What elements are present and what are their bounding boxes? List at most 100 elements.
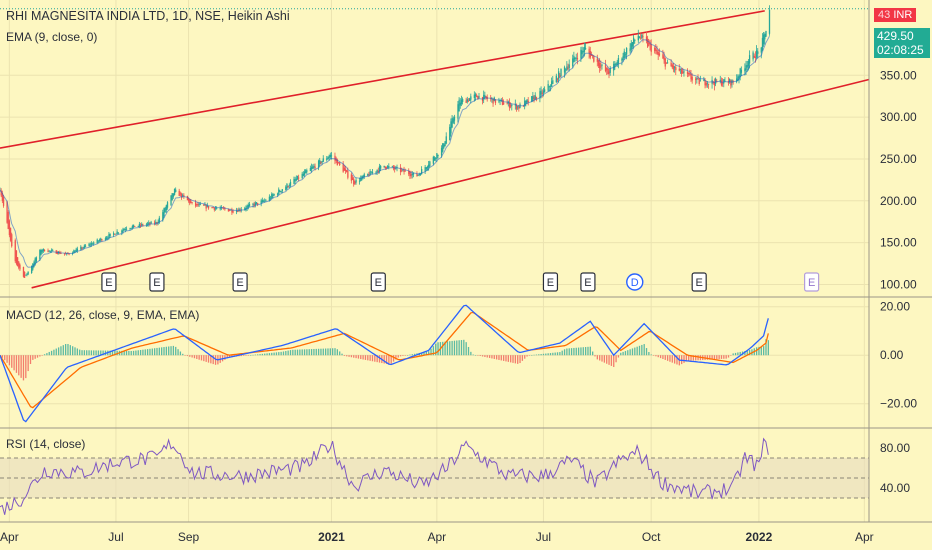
candle-body <box>761 37 764 51</box>
macd-histogram-bar <box>317 348 320 356</box>
macd-histogram-bar <box>435 343 437 356</box>
trendlines[interactable] <box>0 10 870 289</box>
candle-body <box>75 249 77 252</box>
candle-body <box>567 68 569 69</box>
candle-body <box>93 242 95 244</box>
macd-histogram-bar <box>341 353 343 356</box>
candle-body <box>137 225 139 227</box>
candle-body <box>494 99 497 103</box>
candle-body <box>134 225 136 227</box>
macd-histogram-bar <box>376 355 378 363</box>
macd-histogram-bar <box>238 355 240 357</box>
candle-body <box>261 200 264 203</box>
candle-body <box>559 75 561 77</box>
macd-histogram-bar <box>79 349 81 356</box>
candle-body <box>408 171 410 175</box>
macd-histogram-bar <box>1 355 4 358</box>
macd-histogram-bar <box>716 355 718 360</box>
candle-body <box>293 178 295 184</box>
candle-body <box>67 253 69 255</box>
candle-body <box>491 98 493 100</box>
macd-histogram-bar <box>472 354 474 356</box>
macd-histogram-bar <box>526 355 528 357</box>
candle-body <box>458 99 460 112</box>
candle-body <box>339 162 341 165</box>
candle-body <box>485 96 487 98</box>
macd-histogram-bar <box>339 351 341 356</box>
candle-body <box>580 49 582 59</box>
earnings-marker-label: E <box>105 277 112 289</box>
candle-body <box>599 63 601 69</box>
macd-histogram-bar <box>725 355 727 359</box>
ema-indicator-label[interactable]: EMA (9, close, 0) <box>6 30 98 44</box>
candle-body <box>457 104 459 119</box>
candle-body <box>647 38 649 47</box>
candle-body <box>131 226 134 229</box>
candle-body <box>534 95 536 99</box>
macd-histogram-bar <box>207 355 210 363</box>
macd-indicator-label[interactable]: MACD (12, 26, close, 9, EMA, EMA) <box>6 308 200 322</box>
candle-body <box>753 55 755 58</box>
macd-histogram-bar <box>374 355 376 362</box>
candle-body <box>60 253 62 254</box>
macd-histogram-bar <box>285 351 287 356</box>
candle-body <box>83 245 86 248</box>
candle-body <box>369 170 371 176</box>
candle-body <box>641 34 643 38</box>
candle-body <box>350 174 353 181</box>
candle-body <box>738 75 740 79</box>
candle-body <box>312 166 314 169</box>
macd-histogram-bar <box>282 351 285 356</box>
candle-body <box>14 240 16 262</box>
candle-body <box>686 71 689 75</box>
candle-body <box>89 244 91 246</box>
earnings-marker <box>149 272 165 292</box>
macd-histogram-bar <box>566 348 568 356</box>
macd-histogram-bar <box>367 355 369 361</box>
candle-body <box>478 96 480 98</box>
macd-histogram-bar <box>153 348 156 356</box>
macd-histogram-bar <box>502 355 505 361</box>
candle-body <box>139 225 142 226</box>
candle-body <box>409 172 411 176</box>
candle-body <box>755 50 758 58</box>
macd-histogram-bar <box>512 355 514 363</box>
macd-histogram-bar <box>348 355 350 357</box>
macd-histogram-bar <box>484 355 486 357</box>
chart-title[interactable]: RHI MAGNESITA INDIA LTD, 1D, NSE, Heikin… <box>6 9 290 23</box>
candle-body <box>2 196 5 206</box>
macd-histogram-bar <box>524 355 526 359</box>
candle-body <box>286 183 288 189</box>
candle-body <box>11 234 13 247</box>
macd-histogram-bar <box>327 348 329 356</box>
macd-histogram-bar <box>521 355 524 361</box>
macd-histogram-bar <box>22 355 25 381</box>
candle-body <box>470 96 472 100</box>
macd-histogram-bar <box>296 349 299 356</box>
candle-body <box>412 172 415 175</box>
rsi-indicator-label[interactable]: RSI (14, close) <box>6 437 86 451</box>
candle-body <box>170 195 172 205</box>
candle-body <box>52 250 54 252</box>
candle-body <box>113 233 115 235</box>
candle-body <box>296 175 299 180</box>
currency-badge[interactable]: 43 INR <box>874 8 917 22</box>
macd-histogram-bar <box>666 355 669 361</box>
candle-body <box>302 173 305 176</box>
candle-body <box>285 186 287 191</box>
macd-histogram-bar <box>189 355 191 357</box>
macd-histogram-bar <box>289 350 292 356</box>
macd-histogram-bar <box>517 355 519 364</box>
candle-body <box>321 160 323 163</box>
candle-body <box>451 118 453 128</box>
candle-body <box>645 36 648 41</box>
candle-body <box>739 68 741 78</box>
candle-body <box>145 224 148 226</box>
candle-body <box>663 56 665 61</box>
candle-body <box>138 223 141 227</box>
earnings-marker <box>691 272 707 292</box>
candle-body <box>411 174 413 176</box>
macd-histogram-bar <box>606 355 608 364</box>
